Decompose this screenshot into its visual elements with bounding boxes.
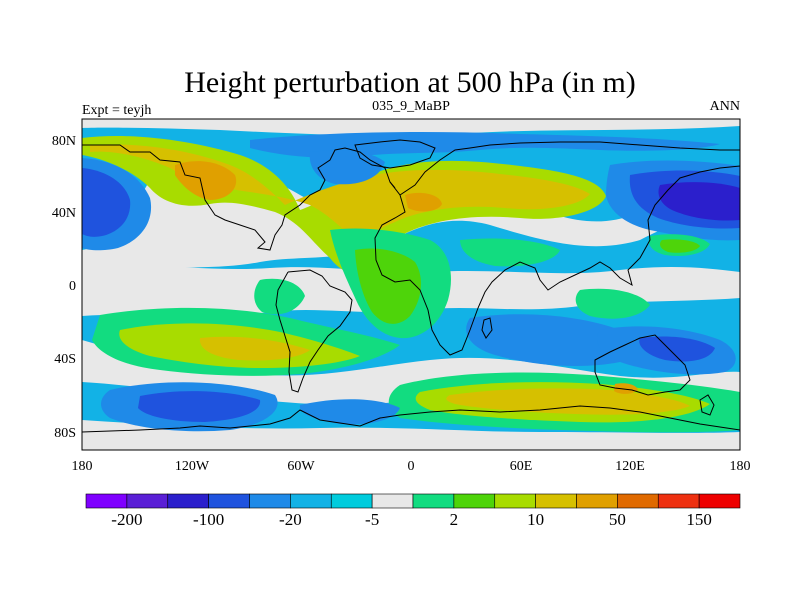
colorbar-label: 2 <box>450 510 459 529</box>
coast-north-america <box>82 144 396 251</box>
neutral-band-antarctic <box>82 420 740 450</box>
sky-south-ind <box>466 314 635 366</box>
lon-tick-60w: 60W <box>287 459 315 474</box>
colorbar-swatch <box>167 493 209 509</box>
lon-tick-120w: 120W <box>175 459 210 474</box>
sky-south-atl <box>299 399 400 425</box>
colorbar-label: -100 <box>193 510 224 529</box>
green-wpac <box>660 239 700 253</box>
period-label: 035_9_MaBP <box>372 99 450 114</box>
lon-tick-180e: 180 <box>730 459 751 474</box>
colorbar-swatch <box>535 493 577 509</box>
low-dblue-asia <box>658 182 740 221</box>
colorbar-swatch <box>657 493 700 509</box>
colorbar-swatch <box>412 493 455 509</box>
season-label: ANN <box>710 99 740 114</box>
teal-australia <box>575 288 650 319</box>
contour-field <box>82 119 740 450</box>
colorbar-swatch <box>330 493 373 509</box>
lon-tick-0: 0 <box>408 459 415 474</box>
colorbar-swatch <box>126 493 169 509</box>
yellow-south-pac <box>199 336 310 361</box>
yellow-south-ind <box>446 388 690 415</box>
map-frame <box>81 118 741 451</box>
colorbar-label: -20 <box>279 510 302 529</box>
teal-sa <box>254 278 305 315</box>
coast-south-america <box>275 269 353 393</box>
colorbar-swatch <box>371 493 414 509</box>
colorbar-label: 150 <box>686 510 712 529</box>
low-sky-europe <box>309 150 385 185</box>
colorbar-swatch <box>290 493 332 509</box>
lat-tick-40s: 40S <box>54 352 76 367</box>
lat-tick-80n: 80N <box>52 134 76 149</box>
lat-tick-40n: 40N <box>52 206 76 221</box>
longitude-ticks: 180 120W 60W 0 60E 120E 180 <box>72 459 751 474</box>
north-ridge <box>82 135 606 279</box>
colorbar-swatch <box>698 493 741 509</box>
low-blue-pacific <box>82 168 131 237</box>
colorbar-swatch <box>208 493 250 509</box>
lon-tick-180w: 180 <box>72 459 93 474</box>
coastlines <box>82 139 740 433</box>
colorbar-swatch <box>617 493 659 509</box>
green-africa <box>355 248 422 324</box>
south-lows <box>101 314 736 432</box>
colorbar-swatch <box>453 493 496 509</box>
lat-tick-0: 0 <box>69 279 76 294</box>
ridge-orange-north <box>175 161 237 200</box>
coast-africa-eurasia <box>374 165 740 356</box>
latitude-ticks: 80N 40N 0 40S 80S <box>52 134 76 441</box>
ridge-orange-asia <box>405 192 442 212</box>
north-lows <box>82 132 740 251</box>
colorbar-labels: -200 -100 -20 -5 2 10 50 150 <box>111 510 712 529</box>
colorbar-label: -5 <box>365 510 379 529</box>
colorbar <box>85 493 741 509</box>
colorbar-label: -200 <box>111 510 142 529</box>
colorbar-swatch <box>576 493 618 509</box>
colorbar-swatch <box>249 493 291 509</box>
blue-south-pac-east <box>639 336 715 362</box>
orange-south-ind <box>614 383 638 394</box>
colorbar-swatch <box>85 493 128 509</box>
low-sky-arctic <box>250 132 720 158</box>
colorbar-label: 50 <box>609 510 626 529</box>
tropical-patches <box>254 228 710 339</box>
south-ridges <box>92 307 740 433</box>
lon-tick-60e: 60E <box>510 459 533 474</box>
blue-south-pac-west <box>138 391 261 422</box>
coast-madagascar <box>481 317 493 339</box>
colorbar-swatch <box>494 493 536 509</box>
teal-indian <box>460 238 560 267</box>
coast-europe <box>399 141 740 196</box>
coast-greenland <box>354 139 436 169</box>
neutral-band-arctic <box>82 119 740 136</box>
lon-tick-120e: 120E <box>615 459 645 474</box>
colorbar-label: 10 <box>527 510 544 529</box>
coast-antarctica <box>82 405 740 433</box>
coast-australia <box>594 334 691 396</box>
lat-tick-80s: 80S <box>54 426 76 441</box>
figure-title: Height perturbation at 500 hPa (in m) <box>184 66 636 99</box>
experiment-label: Expt = teyjh <box>82 103 151 118</box>
coast-new-zealand <box>699 394 715 416</box>
